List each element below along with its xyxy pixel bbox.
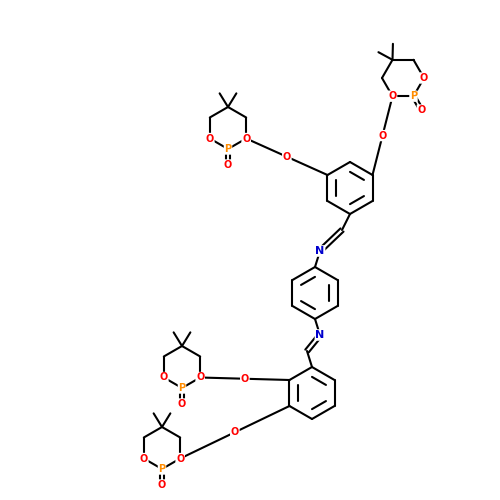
Text: O: O [242,134,250,143]
Text: O: O [158,480,166,490]
Text: P: P [410,91,417,101]
Text: O: O [206,134,214,143]
Text: O: O [140,454,148,464]
Text: O: O [176,454,184,464]
Text: O: O [418,105,426,115]
Text: O: O [420,73,428,83]
Text: N: N [316,246,324,256]
Text: O: O [230,427,239,437]
Text: O: O [240,374,249,384]
Text: O: O [388,91,396,101]
Text: O: O [378,130,386,140]
Text: O: O [196,372,204,382]
Text: P: P [178,383,186,393]
Text: O: O [178,399,186,409]
Text: O: O [224,160,232,170]
Text: P: P [158,464,166,474]
Text: N: N [316,330,324,340]
Text: O: O [160,372,168,382]
Text: O: O [282,152,291,162]
Text: P: P [224,144,232,154]
